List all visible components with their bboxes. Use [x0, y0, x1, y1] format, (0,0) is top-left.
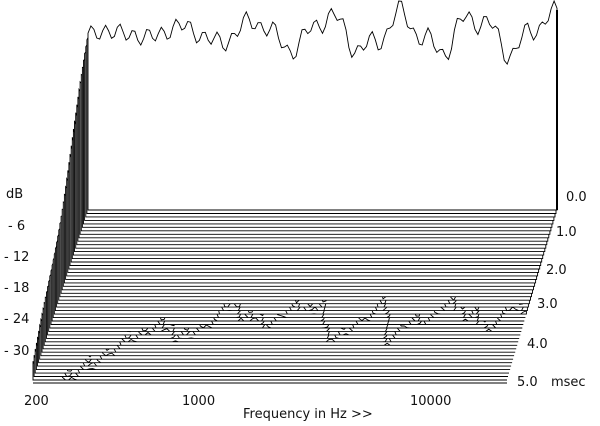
decay-slice [34, 348, 509, 374]
x-tick-label: 200 [24, 394, 49, 409]
z-tick-label: 5.0 [517, 375, 538, 390]
decay-slice [87, 0, 558, 211]
y-tick-label: - 24 [4, 312, 29, 327]
z-tick-label: 1.0 [556, 225, 577, 240]
z-axis-label: msec [551, 375, 586, 390]
y-tick-label: - 6 [8, 219, 25, 234]
decay-traces [32, 0, 558, 381]
decay-slice [35, 342, 511, 371]
x-tick-label: 10000 [410, 394, 451, 409]
z-tick-label: 3.0 [537, 297, 558, 312]
z-tick-label: 2.0 [546, 263, 567, 278]
decay-slice [33, 354, 508, 377]
y-tick-label: - 12 [4, 250, 29, 265]
back-wall [33, 10, 558, 384]
y-tick-label: - 18 [4, 281, 29, 296]
z-tick-label: 0.0 [566, 190, 587, 205]
y-axis-label: dB [6, 187, 23, 202]
decay-slice [32, 361, 507, 381]
y-tick-label: - 30 [4, 344, 29, 359]
z-tick-label: 4.0 [527, 337, 548, 352]
x-tick-label: 1000 [182, 394, 215, 409]
decay-slice [37, 336, 512, 367]
x-axis-label: Frequency in Hz >> [243, 407, 373, 422]
decay-slice [38, 330, 513, 364]
